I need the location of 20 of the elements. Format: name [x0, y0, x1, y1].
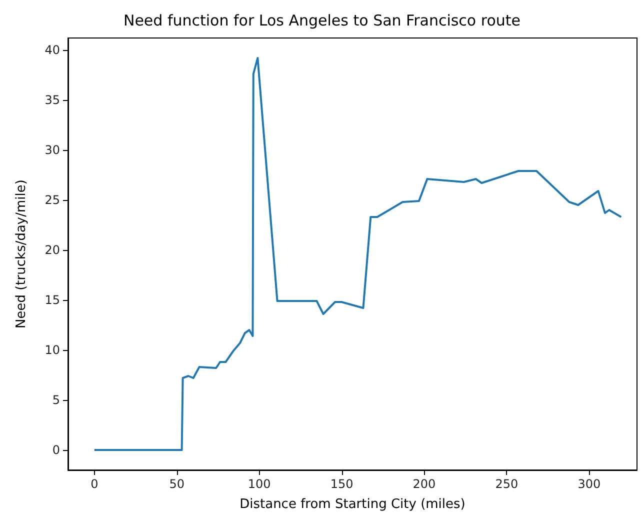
x-tick-label: 250	[495, 477, 518, 491]
x-axis-title: Distance from Starting City (miles)	[240, 497, 466, 512]
y-tick-label: 25	[44, 193, 60, 207]
y-tick-label: 15	[44, 293, 60, 307]
y-tick-label: 10	[44, 343, 60, 357]
y-tick-label: 40	[44, 43, 60, 57]
y-tick-label: 35	[44, 93, 60, 107]
x-tick-label: 150	[330, 477, 354, 491]
x-tick-label: 50	[169, 477, 184, 491]
y-axis-title: Need (trucks/day/mile)	[14, 180, 29, 328]
line-series	[93, 57, 622, 451]
x-tick-label: 200	[412, 477, 436, 491]
y-tick-label: 5	[52, 393, 60, 407]
x-tick-label: 300	[578, 477, 601, 491]
y-tick-label: 30	[44, 143, 60, 157]
y-tick-label: 0	[52, 443, 60, 457]
chart-title: Need function for Los Angeles to San Francisco route	[123, 12, 521, 30]
x-tick-label: 0	[90, 477, 98, 491]
y-tick-label: 20	[44, 243, 60, 257]
x-tick-label: 100	[248, 477, 271, 491]
